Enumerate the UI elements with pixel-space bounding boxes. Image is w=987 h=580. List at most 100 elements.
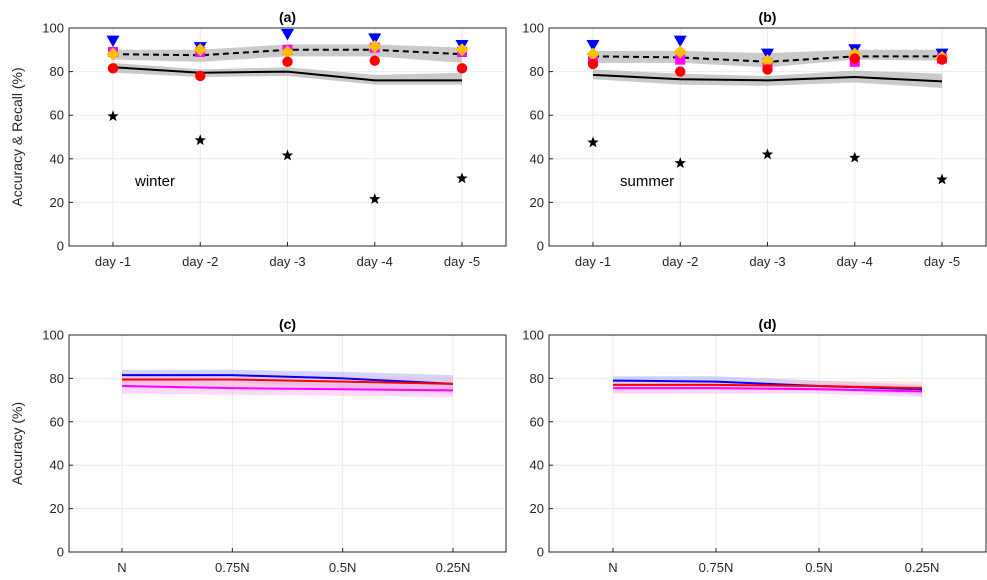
- series-7-point: [281, 149, 294, 161]
- series-5-point: [106, 47, 120, 61]
- series-5-point: [281, 45, 294, 59]
- y-tick-label: 0: [57, 239, 64, 254]
- x-tick-label: day -4: [357, 254, 393, 269]
- series-line-1: [122, 374, 454, 385]
- series-6-point: [849, 53, 860, 64]
- season-annotation: winter: [134, 173, 175, 190]
- series-line-1: [592, 73, 943, 83]
- y-tick-label: 0: [537, 239, 544, 254]
- x-tick-label: 0.5N: [329, 560, 356, 575]
- series-line-3: [121, 384, 454, 392]
- y-tick-label: 20: [530, 501, 544, 516]
- axes-frame: [548, 334, 987, 553]
- y-tick-label: 0: [57, 545, 64, 560]
- x-tick-label: day -5: [444, 254, 480, 269]
- confidence-band-1: [113, 62, 462, 85]
- y-tick-label: 20: [50, 501, 64, 516]
- series-7-point: [456, 172, 468, 184]
- panel-d: 0 20 40 60 80 100 N 0.75N 0.5N 0.25N (d): [522, 316, 987, 575]
- series-line-1: [112, 66, 462, 82]
- y-tick-label: 40: [50, 151, 64, 166]
- panel-a: 0 20 40 60 80 100 day -1 day -2 day -3 day -4 day …: [9, 9, 507, 269]
- season-annotation: summer: [620, 173, 674, 190]
- series-3-point: [281, 29, 294, 41]
- series-7-point: [587, 136, 599, 148]
- y-tick-label: 60: [530, 414, 544, 429]
- confidence-band-2: [122, 372, 453, 394]
- series-7-point: [194, 134, 206, 146]
- series-6-point: [107, 63, 119, 74]
- series-7-point: [369, 193, 381, 204]
- x-tick-label: 0.5N: [805, 560, 832, 575]
- series-6-point: [587, 58, 599, 70]
- x-tick-label: 0.25N: [905, 560, 940, 575]
- series-line-2: [613, 383, 923, 390]
- series-line-2: [122, 378, 454, 385]
- series-7-point: [107, 110, 119, 122]
- series-7-point: [849, 151, 861, 163]
- series-5-point: [586, 47, 600, 61]
- y-tick-label: 80: [50, 64, 64, 79]
- y-tick-label: 20: [530, 195, 544, 210]
- series-6-point: [762, 64, 773, 75]
- y-tick-label: 60: [50, 108, 64, 123]
- y-tick-label: 20: [50, 195, 64, 210]
- series-3-point: [368, 33, 382, 45]
- panel-title: (b): [759, 9, 777, 25]
- x-tick-label: day -1: [575, 254, 611, 269]
- panel-title: (c): [279, 316, 296, 332]
- x-tick-label: N: [608, 560, 617, 575]
- y-tick-label: 80: [530, 64, 544, 79]
- axes-frame: [68, 334, 507, 553]
- series-3-point: [586, 39, 600, 52]
- series-5-point: [673, 45, 687, 59]
- x-tick-label: day -2: [182, 254, 218, 269]
- series-4-point: [675, 54, 686, 65]
- series-7-point: [936, 173, 948, 185]
- series-line-3: [613, 387, 923, 393]
- x-tick-label: day -1: [95, 254, 131, 269]
- panel-title: (a): [279, 9, 296, 25]
- x-tick-label: 0.75N: [699, 560, 734, 575]
- x-tick-label: N: [117, 560, 126, 575]
- x-tick-label: 0.25N: [436, 560, 471, 575]
- y-tick-label: 100: [522, 328, 544, 343]
- series-3-point: [673, 35, 687, 48]
- x-tick-label: day -3: [749, 254, 785, 269]
- y-tick-label: 100: [42, 21, 64, 36]
- panel-c: 0 20 40 60 80 100 N 0.75N 0.5N 0.25N (c) Accuracy (…: [9, 316, 507, 575]
- y-axis-label: Accuracy (%): [9, 402, 25, 485]
- x-tick-label: 0.75N: [215, 560, 250, 575]
- series-6-point: [282, 56, 293, 67]
- x-tick-label: day -2: [662, 254, 698, 269]
- panel-title: (d): [759, 316, 777, 332]
- series-6-point: [195, 70, 206, 82]
- y-tick-label: 60: [50, 414, 64, 429]
- series-7-point: [674, 157, 686, 169]
- y-tick-label: 40: [530, 151, 544, 166]
- series-6-point: [936, 54, 948, 65]
- series-5-point: [761, 54, 774, 68]
- x-tick-label: day -4: [837, 254, 873, 269]
- series-5-point: [193, 43, 207, 57]
- series-6-point: [456, 63, 468, 74]
- series-6-point: [675, 66, 686, 77]
- x-tick-label: day -3: [269, 254, 305, 269]
- series-5-point: [455, 43, 469, 57]
- y-tick-label: 40: [50, 458, 64, 473]
- series-6-point: [369, 55, 380, 66]
- y-tick-label: 100: [42, 328, 64, 343]
- panel-b: 0 20 40 60 80 100 day -1 day -2 day -3 day -4 day …: [522, 9, 987, 269]
- y-tick-label: 60: [530, 108, 544, 123]
- series-3-point: [106, 35, 120, 48]
- y-tick-label: 80: [530, 371, 544, 386]
- y-tick-label: 40: [530, 458, 544, 473]
- series-5-point: [368, 40, 382, 54]
- x-tick-label: day -5: [924, 254, 960, 269]
- series-7-point: [761, 148, 774, 160]
- y-axis-label: Accuracy & Recall (%): [9, 67, 25, 206]
- y-tick-label: 80: [50, 371, 64, 386]
- y-tick-label: 100: [522, 21, 544, 36]
- y-tick-label: 0: [537, 545, 544, 560]
